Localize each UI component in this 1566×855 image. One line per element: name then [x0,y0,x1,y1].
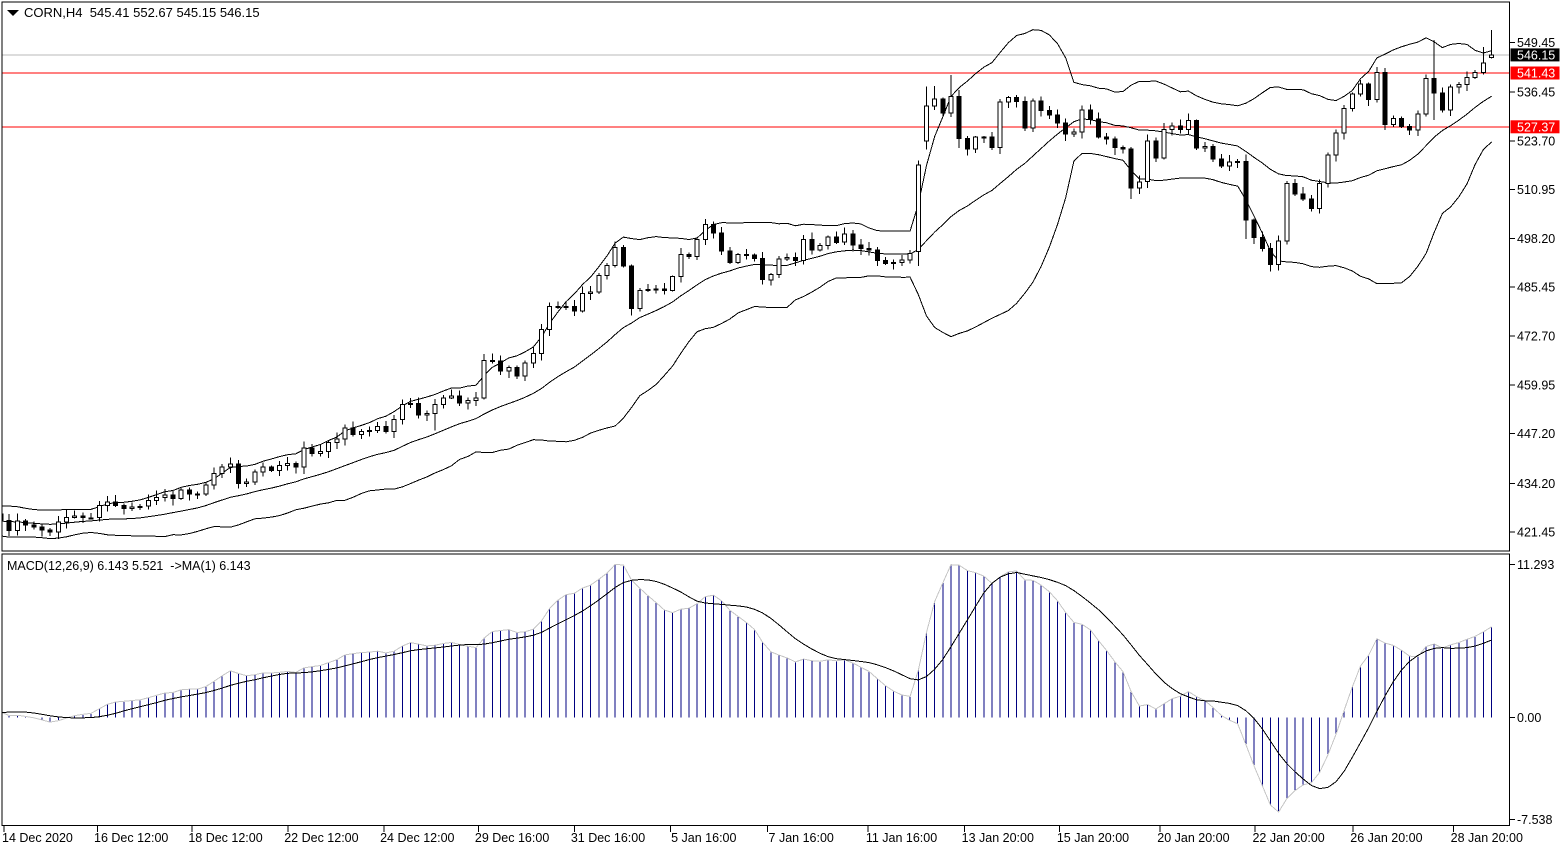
svg-text:485.45: 485.45 [1517,281,1555,295]
svg-text:16 Dec 12:00: 16 Dec 12:00 [94,831,168,845]
svg-text:546.15: 546.15 [1517,48,1555,62]
svg-text:541.43: 541.43 [1517,67,1555,81]
svg-text:11.293: 11.293 [1517,558,1554,572]
svg-text:MACD(12,26,9) 6.143 5.521 ->M: MACD(12,26,9) 6.143 5.521 ->MA(1) 6.143 [7,559,251,573]
svg-text:472.70: 472.70 [1517,330,1555,344]
svg-text:24 Dec 12:00: 24 Dec 12:00 [380,831,454,845]
svg-text:28 Jan 20:00: 28 Jan 20:00 [1451,831,1523,845]
svg-text:CORN,H4 545.41 552.67 545.15: CORN,H4 545.41 552.67 545.15 546.15 [24,5,260,20]
svg-text:31 Dec 16:00: 31 Dec 16:00 [571,831,645,845]
svg-text:510.95: 510.95 [1517,183,1555,197]
svg-text:13 Jan 20:00: 13 Jan 20:00 [962,831,1034,845]
svg-text:498.20: 498.20 [1517,232,1555,246]
svg-text:0.00: 0.00 [1517,711,1541,725]
svg-text:14 Dec 2020: 14 Dec 2020 [2,831,73,845]
svg-text:18 Dec 12:00: 18 Dec 12:00 [188,831,262,845]
svg-text:22 Jan 20:00: 22 Jan 20:00 [1252,831,1324,845]
svg-text:549.45: 549.45 [1517,36,1555,50]
svg-text:447.20: 447.20 [1517,427,1555,441]
svg-text:434.20: 434.20 [1517,477,1555,491]
svg-text:29 Dec 16:00: 29 Dec 16:00 [475,831,549,845]
svg-text:20 Jan 20:00: 20 Jan 20:00 [1157,831,1229,845]
svg-text:-7.538: -7.538 [1517,813,1552,827]
svg-text:421.45: 421.45 [1517,526,1555,540]
svg-text:22 Dec 12:00: 22 Dec 12:00 [284,831,358,845]
svg-text:536.45: 536.45 [1517,86,1555,100]
svg-text:11 Jan 16:00: 11 Jan 16:00 [866,831,937,845]
svg-text:15 Jan 20:00: 15 Jan 20:00 [1057,831,1129,845]
svg-text:26 Jan 20:00: 26 Jan 20:00 [1350,831,1422,845]
svg-text:527.37: 527.37 [1517,120,1555,134]
svg-text:7 Jan 16:00: 7 Jan 16:00 [769,831,834,845]
svg-text:5 Jan 16:00: 5 Jan 16:00 [671,831,736,845]
svg-text:459.95: 459.95 [1517,378,1555,392]
svg-text:523.70: 523.70 [1517,134,1555,148]
